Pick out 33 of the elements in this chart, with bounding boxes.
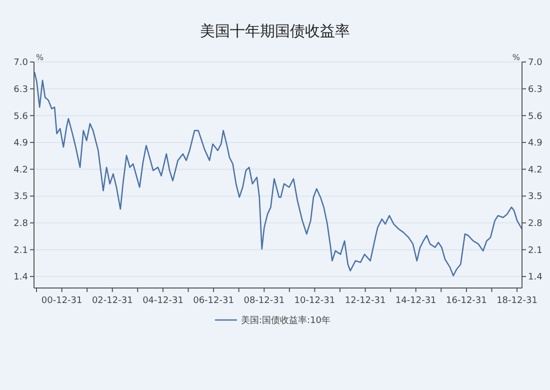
y2-tick-label: 4.9	[528, 138, 543, 149]
x-tick-label: 14-12-31	[395, 296, 436, 306]
y-tick-label: 3.5	[14, 192, 28, 202]
y2-tick-label: 7.0	[528, 58, 543, 68]
y-tick-label: 4.9	[14, 138, 28, 149]
chart-title: 美国十年期国债收益率	[200, 22, 350, 40]
y-tick-label: 2.8	[14, 219, 28, 230]
y-tick-label: 2.1	[14, 246, 28, 256]
y2-tick-label: 6.3	[528, 84, 542, 95]
y2-tick-label: 2.8	[528, 219, 543, 230]
y-tick-label: 5.6	[14, 112, 28, 122]
x-tick-label: 12-12-31	[344, 296, 386, 306]
legend-label: 美国:国债收益率:10年	[241, 315, 331, 326]
y-tick-label: 6.3	[14, 84, 28, 95]
x-tick-label: 16-12-31	[446, 296, 487, 306]
x-tick-label: 18-12-31	[496, 296, 538, 306]
y-axis-title: %	[36, 53, 44, 62]
y2-tick-label: 3.5	[528, 192, 542, 202]
x-tick-label: 04-12-31	[142, 296, 184, 306]
line-series	[34, 71, 522, 276]
x-tick-label: 00-12-31	[41, 296, 82, 306]
y2-tick-label: 4.2	[528, 165, 542, 176]
x-tick-label: 02-12-31	[92, 296, 133, 306]
y-tick-label: 1.4	[14, 272, 28, 283]
x-tick-label: 06-12-31	[193, 296, 234, 306]
y2-axis-title: %	[512, 53, 520, 62]
y-tick-label: 4.2	[14, 165, 28, 176]
y2-tick-label: 5.6	[528, 112, 543, 122]
y2-tick-label: 2.1	[528, 246, 542, 256]
y2-tick-label: 1.4	[528, 272, 543, 283]
x-tick-label: 10-12-31	[294, 296, 336, 306]
y-tick-label: 7.0	[14, 58, 28, 68]
x-tick-label: 08-12-31	[244, 296, 285, 306]
